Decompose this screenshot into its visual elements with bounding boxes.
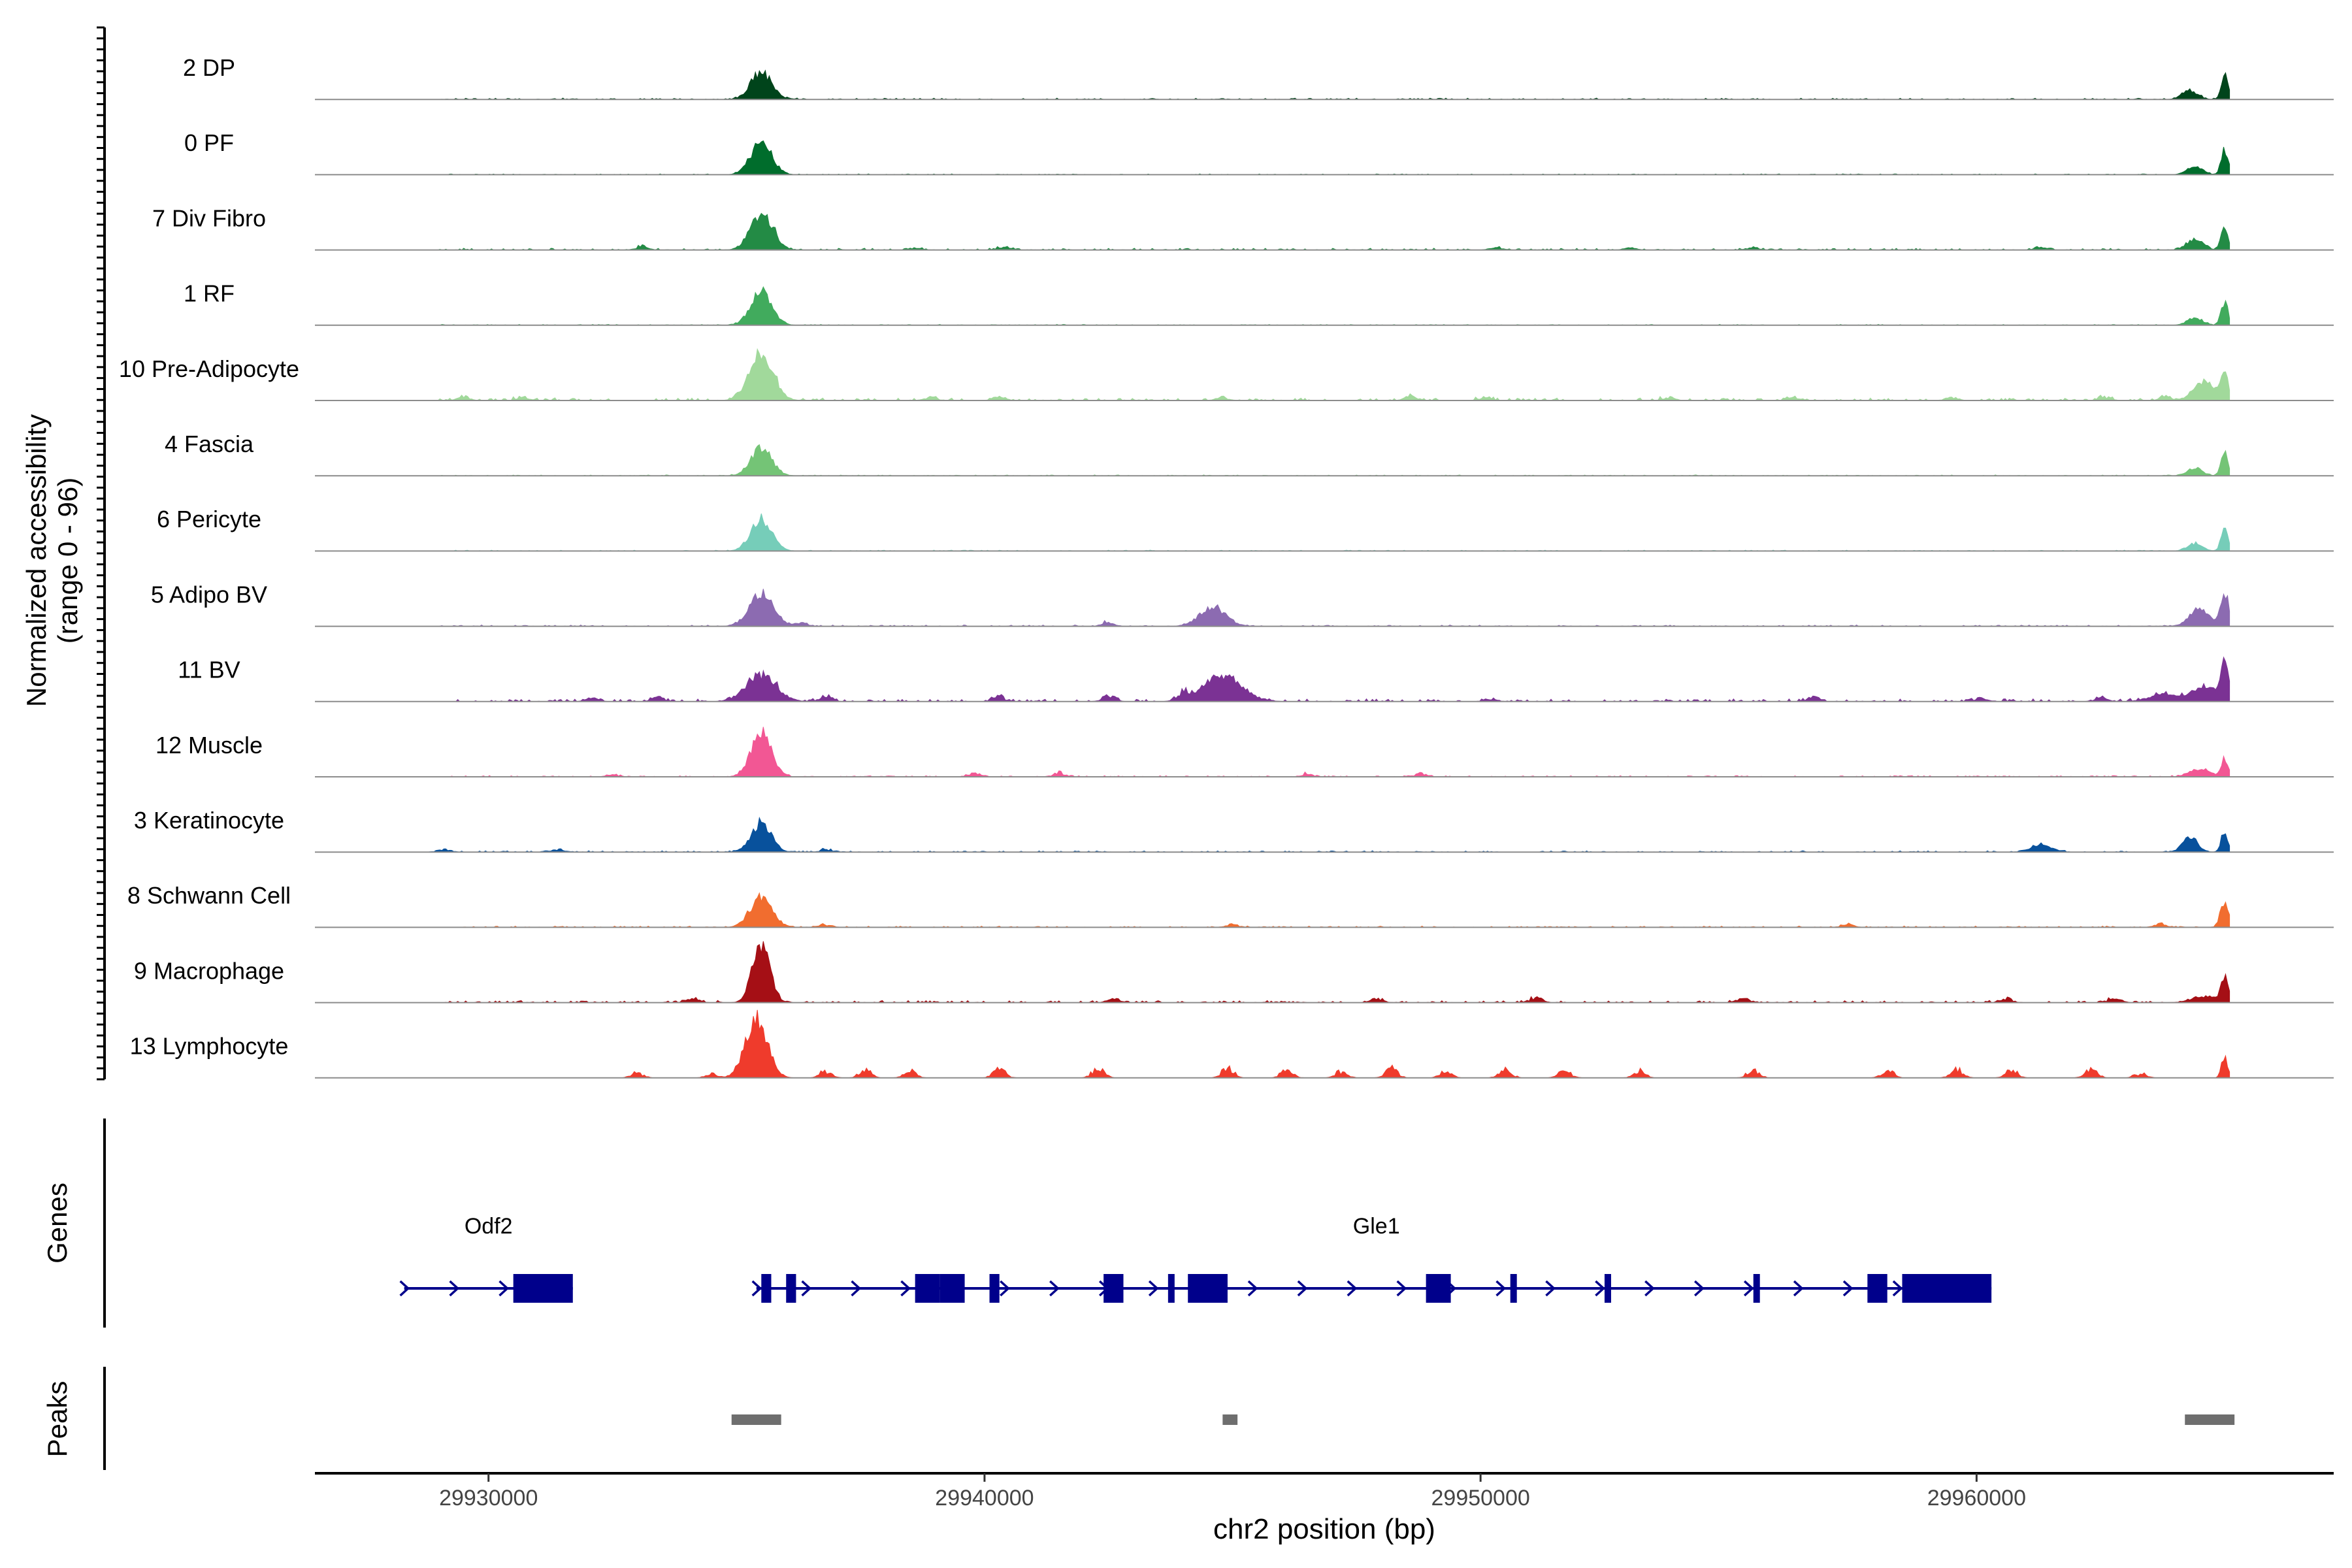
track-label: 7 Div Fibro [152,204,266,231]
gene-exon [1426,1274,1451,1303]
strand-arrow [1000,1280,1010,1297]
gene-exon [1510,1274,1517,1303]
peaks-panel-label: Peaks [42,1381,73,1458]
track-12-muscle: 12 Muscle [155,727,2334,777]
strand-arrow [1247,1280,1258,1297]
track-label: 6 Pericyte [157,506,261,532]
gene-annotation-track: Odf2 Gle1 [399,1214,1992,1303]
track-10-pre-adipocyte: 10 Pre-Adipocyte [119,348,2334,401]
x-tick-label: 29950000 [1431,1486,1530,1511]
track-6-pericyte: 6 Pericyte [157,506,2334,552]
track-13-lymphocyte: 13 Lymphocyte [130,1009,2334,1079]
peak-region-bar [731,1414,781,1425]
strand-arrow [1793,1280,1804,1297]
track-label: 5 Adipo BV [151,581,267,608]
coverage-tracks: 2 DP 0 PF 7 Div Fibro 1 RF 10 Pre-Adipocyte 4… [119,54,2334,1079]
gene-exon [1103,1274,1124,1303]
strand-arrow [900,1280,911,1297]
gene-exon [786,1274,796,1303]
strand-arrow [1892,1280,1903,1297]
gene-exon [1867,1274,1887,1303]
strand-arrow [1595,1280,1605,1297]
track-11-bv: 11 BV [178,656,2334,702]
track-label: 4 Fascia [165,431,254,457]
gene-exon [915,1274,940,1303]
track-1-rf: 1 RF [184,280,2334,326]
gene-exon [761,1274,772,1303]
track-4-fascia: 4 Fascia [165,431,2334,477]
track-label: 12 Muscle [155,732,263,759]
strand-arrow [1842,1280,1854,1297]
track-2-dp: 2 DP [183,54,2334,101]
peak-region-bar [1222,1414,1238,1425]
gene-exon [1604,1274,1611,1303]
gene-exon [939,1274,965,1303]
strand-arrow [801,1280,812,1297]
track-label: 3 Keratinocyte [134,807,284,834]
strand-arrow [1396,1280,1407,1297]
track-3-keratinocyte: 3 Keratinocyte [134,807,2334,853]
x-axis-label: chr2 position (bp) [1213,1513,1435,1545]
track-0-pf: 0 PF [184,129,2334,176]
track-label: 8 Schwann Cell [127,882,291,909]
strand-arrow [1495,1280,1507,1297]
gene-exon [1902,1274,1992,1303]
gene-exon [1168,1274,1175,1303]
track-8-schwann-cell: 8 Schwann Cell [127,882,2334,928]
accessibility-y-axis [97,26,106,1081]
strand-arrow [498,1280,510,1297]
strand-arrow [1545,1280,1556,1297]
x-tick-label: 29930000 [439,1486,538,1511]
gene-exon [513,1274,573,1303]
gene-gle1: Gle1 [751,1214,1992,1303]
strand-arrow [1743,1280,1754,1297]
gene-odf2: Odf2 [399,1214,573,1303]
peak-region-track [731,1414,2235,1425]
strand-arrow [1694,1280,1705,1297]
track-label: 9 Macrophage [134,957,284,984]
strand-arrow [1644,1280,1655,1297]
strand-arrow [1049,1280,1060,1297]
track-7-div-fibro: 7 Div Fibro [152,204,2334,251]
track-label: 0 PF [184,129,234,156]
strand-arrow [1297,1280,1308,1297]
x-axis: 29930000 29940000 29950000 29960000 [315,1472,2334,1511]
gene-name-label: Gle1 [1353,1214,1400,1239]
track-9-macrophage: 9 Macrophage [134,941,2334,1004]
track-5-adipo-bv: 5 Adipo BV [151,581,2334,627]
gene-exon [1188,1274,1228,1303]
genes-panel-label: Genes [42,1183,73,1264]
gene-exon [1753,1274,1760,1303]
strand-arrow [751,1280,762,1297]
track-label: 10 Pre-Adipocyte [119,355,299,382]
y-axis-label-line1: Normalized accessibility [21,414,52,707]
track-label: 13 Lymphocyte [130,1033,289,1060]
strand-arrow [449,1280,460,1297]
y-axis-label-line2: (range 0 - 96) [52,478,83,644]
track-label: 11 BV [178,657,240,683]
strand-arrow [399,1280,410,1297]
strand-arrow [851,1280,862,1297]
strand-arrow [1148,1280,1159,1297]
x-tick-label: 29960000 [1927,1486,2026,1511]
gene-name-label: Odf2 [465,1214,513,1239]
track-label: 1 RF [184,280,235,307]
strand-arrow [1347,1280,1358,1297]
track-label: 2 DP [183,54,235,81]
gene-exon [989,1274,1000,1303]
x-tick-label: 29940000 [935,1486,1034,1511]
peak-region-bar [2185,1414,2235,1425]
